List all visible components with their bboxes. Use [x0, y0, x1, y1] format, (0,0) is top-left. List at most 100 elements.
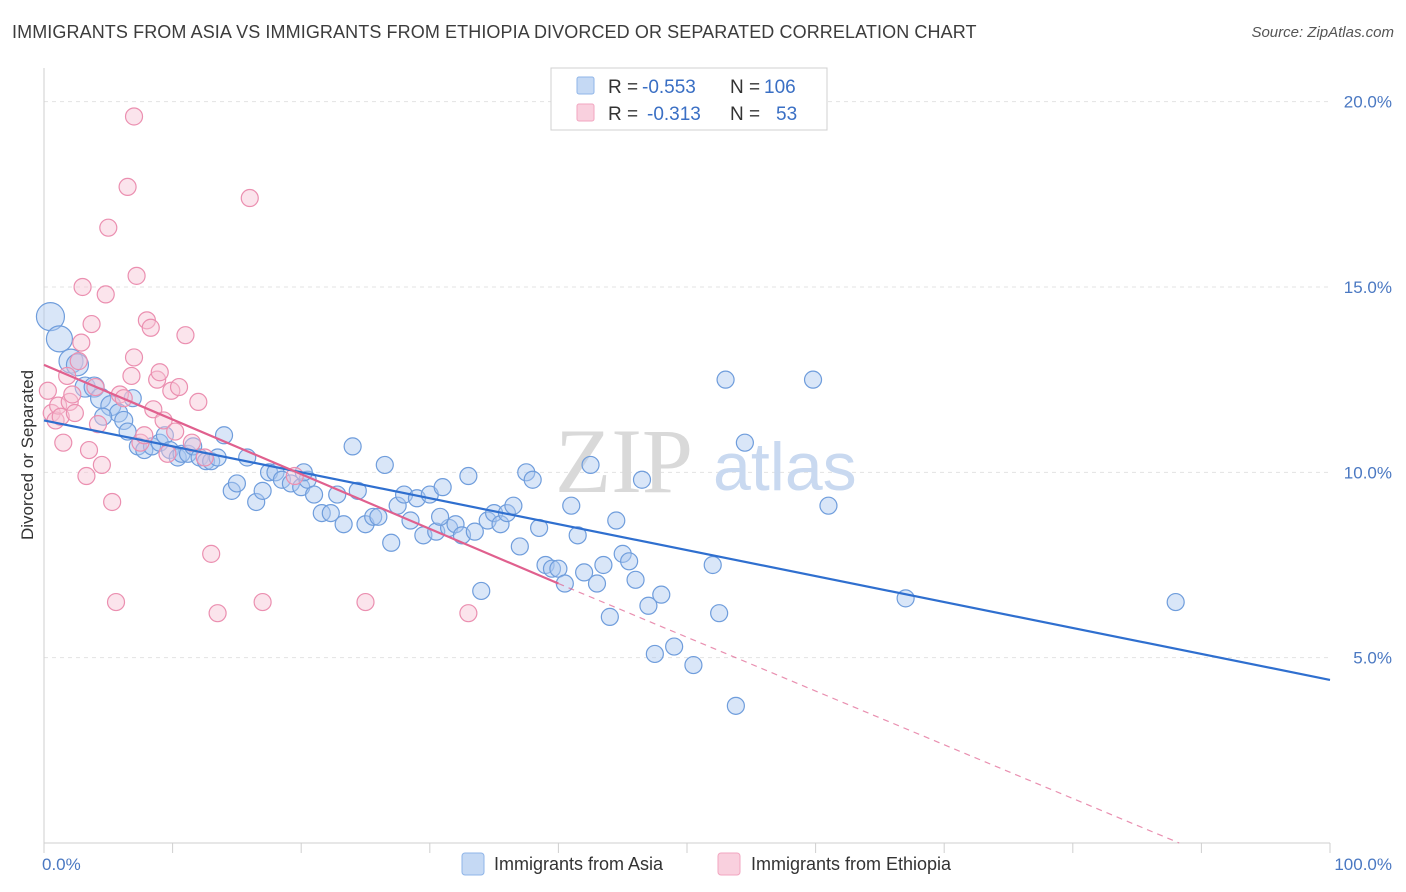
- asia-point: [375, 455, 394, 475]
- ethiopia-point: [58, 366, 77, 386]
- legend-box: [550, 67, 828, 131]
- legend-r-value-ethiopia: -0.313: [647, 104, 701, 125]
- chart-title: IMMIGRANTS FROM ASIA VS IMMIGRANTS FROM …: [12, 22, 977, 42]
- asia-point: [632, 470, 652, 489]
- legend-n-value-ethiopia: 53: [776, 104, 797, 125]
- ethiopia-point: [150, 363, 169, 382]
- asia-point: [114, 410, 134, 431]
- asia-point: [665, 637, 684, 656]
- trend-lines: [43, 363, 1331, 844]
- ethiopia-point: [189, 392, 208, 411]
- asia-point: [517, 463, 536, 482]
- watermark: ZIP atlas: [555, 410, 857, 512]
- asia-point: [607, 511, 626, 530]
- asia-point: [639, 596, 658, 615]
- series-ethiopia-points: [38, 107, 478, 623]
- ethiopia-point: [38, 381, 57, 400]
- asia-point: [568, 526, 587, 545]
- ethiopia-point: [124, 348, 144, 367]
- ethiopia-point: [69, 352, 88, 371]
- y-axis-title: Divorced or Separated: [18, 370, 37, 540]
- y-tick-label: 10.0%: [1344, 463, 1392, 482]
- asia-point: [523, 470, 542, 489]
- ethiopia-point: [79, 440, 99, 460]
- ethiopia-point: [65, 403, 84, 423]
- ethiopia-trend-line: [43, 363, 559, 585]
- bottom-legend-label-ethiopia: Immigrants from Ethiopia: [751, 854, 952, 874]
- bottom-legend-label-asia: Immigrants from Asia: [494, 854, 664, 874]
- asia-point: [594, 555, 613, 575]
- asia-point: [710, 604, 729, 623]
- asia-point: [45, 325, 74, 353]
- ethiopia-point: [122, 366, 141, 386]
- series-asia-points: [35, 302, 1185, 715]
- asia-point: [626, 570, 645, 589]
- ethiopia-point: [169, 377, 189, 397]
- source-credit: Source: ZipAtlas.com: [1251, 24, 1394, 41]
- legend-swatch-asia: [576, 76, 595, 95]
- asia-point: [364, 507, 383, 526]
- asia-point: [35, 302, 66, 332]
- asia-point: [491, 515, 510, 534]
- asia-point: [321, 504, 340, 523]
- asia-point: [227, 474, 246, 493]
- ethiopia-point: [54, 433, 73, 452]
- x-tick-label: 0.0%: [42, 855, 81, 874]
- asia-point: [472, 581, 491, 601]
- bottom-legend: Immigrants from Asia Immigrants from Eth…: [461, 852, 952, 876]
- ethiopia-trend-extension: [558, 582, 1180, 844]
- ethiopia-point: [99, 218, 118, 237]
- asia-point: [735, 433, 754, 452]
- ethiopia-point: [60, 392, 79, 411]
- asia-point: [334, 515, 353, 534]
- asia-point: [1166, 592, 1185, 612]
- legend-n-value-asia: 106: [764, 77, 796, 98]
- ethiopia-point: [208, 604, 227, 623]
- ethiopia-point: [253, 592, 272, 612]
- y-tick-label: 15.0%: [1344, 278, 1392, 297]
- ethiopia-point: [118, 177, 137, 197]
- asia-point: [247, 492, 266, 512]
- asia-point: [562, 496, 581, 515]
- ethiopia-point: [49, 396, 68, 415]
- legend-n-label-asia: N =: [730, 77, 760, 98]
- ethiopia-point: [103, 492, 122, 512]
- watermark-zip: ZIP: [555, 410, 693, 512]
- asia-point: [433, 478, 452, 497]
- asia-point: [726, 696, 745, 715]
- ethiopia-point: [82, 314, 101, 334]
- asia-point: [343, 437, 362, 456]
- axes: [43, 68, 1331, 853]
- legend-r-value-asia: -0.553: [642, 77, 696, 98]
- legend-r-label-asia: R =: [608, 77, 638, 98]
- asia-point: [65, 353, 90, 377]
- asia-point: [703, 555, 722, 575]
- watermark-atlas: atlas: [713, 429, 857, 505]
- ethiopia-point: [356, 592, 375, 612]
- y-tick-label: 20.0%: [1344, 93, 1392, 112]
- ethiopia-point: [202, 544, 221, 563]
- legend-swatch-ethiopia: [576, 103, 595, 122]
- ethiopia-point: [124, 107, 144, 126]
- ethiopia-point: [127, 266, 146, 285]
- asia-point: [620, 552, 639, 571]
- ethiopia-point: [51, 407, 70, 426]
- x-tick-labels: 0.0% 100.0%: [42, 855, 1392, 874]
- legend-r-label-ethiopia: R =: [608, 104, 638, 125]
- ethiopia-point: [106, 592, 126, 612]
- x-tick-label: 100.0%: [1334, 855, 1392, 874]
- top-legend: R = -0.553 N = 106 R = -0.313 N = 53: [550, 67, 828, 131]
- asia-point: [575, 563, 594, 582]
- asia-point: [581, 455, 600, 475]
- asia-point: [652, 585, 671, 604]
- asia-trend-line: [43, 419, 1331, 681]
- bottom-legend-swatch-asia: [461, 852, 485, 876]
- asia-point: [684, 655, 703, 675]
- asia-point: [253, 481, 272, 500]
- asia-point: [446, 515, 465, 534]
- ethiopia-point: [72, 333, 91, 352]
- ethiopia-point: [88, 415, 108, 434]
- ethiopia-point: [73, 277, 92, 297]
- asia-point: [304, 485, 324, 504]
